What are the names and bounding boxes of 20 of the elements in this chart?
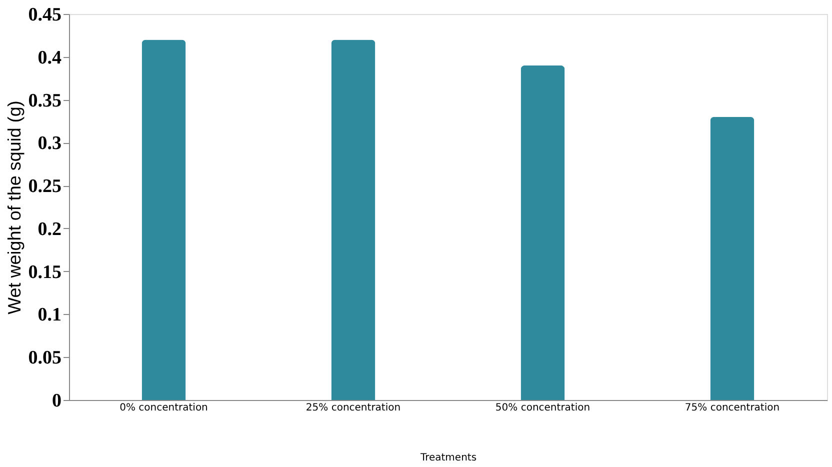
y-tick-label: 0.15: [28, 262, 62, 283]
x-tick-label: 50% concentration: [495, 402, 590, 414]
y-tick-label: 0: [52, 390, 62, 412]
y-tick-label: 0.1: [38, 304, 62, 326]
bar: [331, 40, 376, 400]
x-axis-title: Treatments: [419, 452, 477, 464]
x-tick-label: 25% concentration: [306, 402, 401, 414]
x-tick-label: 0% concentration: [120, 402, 208, 414]
y-tick-label: 0.3: [38, 133, 62, 154]
y-tick-label: 0.25: [28, 176, 62, 198]
y-tick-label: 0.2: [38, 218, 62, 240]
bar: [710, 116, 754, 400]
bar: [520, 65, 565, 400]
y-tick-label: 0.05: [28, 348, 62, 369]
y-tick-label: 0.4: [38, 47, 62, 68]
bar: [142, 40, 186, 400]
y-tick-label: 0.45: [28, 4, 62, 26]
y-tick-label: 0.35: [28, 90, 62, 112]
x-tick-label: 75% concentration: [684, 402, 780, 414]
y-axis-title: Wet weight of the squid (g): [4, 100, 24, 314]
